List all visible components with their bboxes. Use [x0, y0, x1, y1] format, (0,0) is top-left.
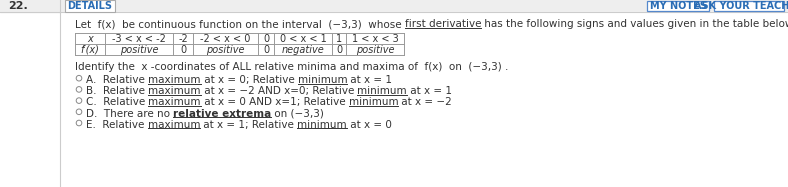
Text: B.  Relative: B. Relative: [86, 86, 148, 96]
Text: -3 < x < -2: -3 < x < -2: [112, 33, 166, 44]
Text: minimum: minimum: [297, 120, 347, 130]
Text: E.  Relative: E. Relative: [86, 120, 147, 130]
Text: 0: 0: [180, 45, 186, 54]
Text: 0: 0: [263, 45, 269, 54]
Text: 0 < x < 1: 0 < x < 1: [280, 33, 326, 44]
Text: maximum: maximum: [148, 86, 201, 96]
Text: on (−3,3): on (−3,3): [272, 109, 325, 119]
Text: minimum: minimum: [298, 75, 348, 85]
Text: at x = 1: at x = 1: [348, 75, 392, 85]
Text: MY NOTES: MY NOTES: [649, 1, 706, 11]
Text: DETAILS: DETAILS: [68, 1, 113, 11]
Text: 1 < x < 3: 1 < x < 3: [351, 33, 399, 44]
Text: ASK YOUR TEACHER: ASK YOUR TEACHER: [694, 1, 788, 11]
Text: positive: positive: [355, 45, 394, 54]
Circle shape: [76, 87, 82, 92]
Text: 0: 0: [336, 45, 342, 54]
Text: Let  f(x)  be continuous function on the interval  (−3,3)  whose: Let f(x) be continuous function on the i…: [75, 19, 405, 29]
Text: x: x: [87, 33, 93, 44]
Text: maximum: maximum: [148, 97, 201, 107]
Circle shape: [76, 98, 82, 103]
Text: positive: positive: [120, 45, 158, 54]
Text: at x = −2 AND x=0; Relative: at x = −2 AND x=0; Relative: [201, 86, 358, 96]
Text: at x = 0 AND x=1; Relative: at x = 0 AND x=1; Relative: [201, 97, 349, 107]
Text: first derivative: first derivative: [405, 19, 481, 29]
Text: A.  Relative: A. Relative: [86, 75, 148, 85]
Text: negative: negative: [281, 45, 325, 54]
Text: at x = 0: at x = 0: [347, 120, 392, 130]
Text: 0: 0: [263, 33, 269, 44]
Text: at x = 1; Relative: at x = 1; Relative: [200, 120, 297, 130]
Circle shape: [76, 109, 82, 115]
Text: maximum: maximum: [148, 75, 201, 85]
Text: minimum: minimum: [349, 97, 399, 107]
Text: Identify the  x -coordinates of ALL relative minima and maxima of  f(x)  on  (−3: Identify the x -coordinates of ALL relat…: [75, 62, 508, 72]
Bar: [65, 0, 115, 12]
Text: -2: -2: [178, 33, 188, 44]
Bar: [714, 1, 784, 11]
Text: 1: 1: [336, 33, 342, 44]
Text: f′(x): f′(x): [80, 45, 99, 54]
Text: at x = −2: at x = −2: [399, 97, 452, 107]
Text: at x = 1: at x = 1: [407, 86, 452, 96]
Text: D.  There are no: D. There are no: [86, 109, 173, 119]
Bar: [0, 0, 788, 12]
Circle shape: [76, 75, 82, 81]
Text: maximum: maximum: [147, 120, 200, 130]
Text: 22.: 22.: [8, 1, 28, 11]
Text: positive: positive: [206, 45, 245, 54]
Bar: [647, 1, 709, 11]
Text: has the following signs and values given in the table below:: has the following signs and values given…: [481, 19, 788, 29]
Text: relative extrema: relative extrema: [173, 109, 272, 119]
Text: minimum: minimum: [358, 86, 407, 96]
Text: -2 < x < 0: -2 < x < 0: [200, 33, 251, 44]
Text: at x = 0; Relative: at x = 0; Relative: [201, 75, 298, 85]
Circle shape: [76, 120, 82, 126]
Text: C.  Relative: C. Relative: [86, 97, 148, 107]
